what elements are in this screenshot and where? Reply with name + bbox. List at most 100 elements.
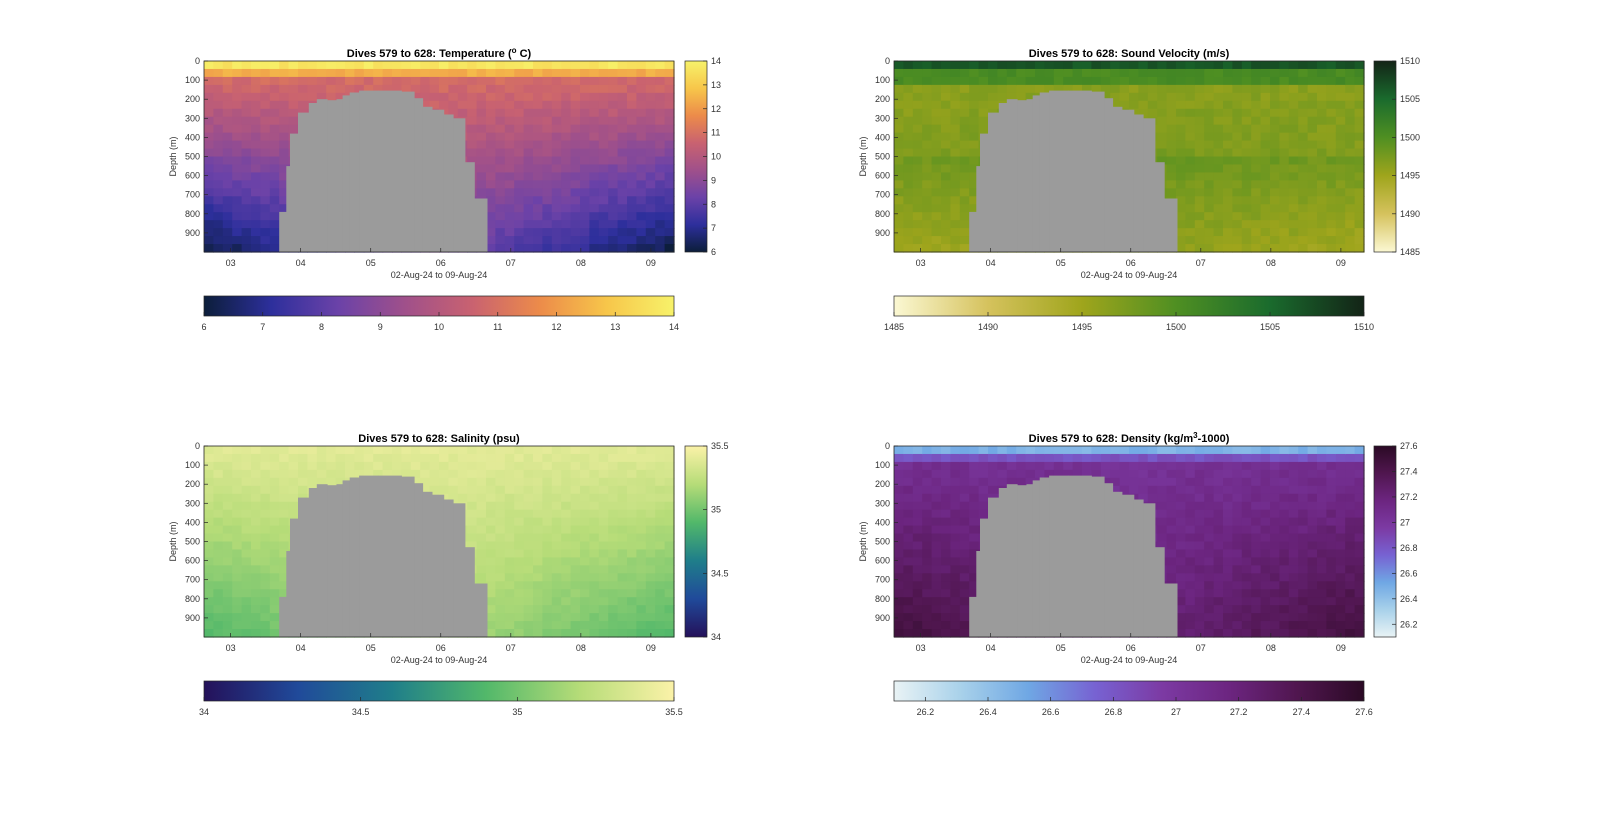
heatmap-cell <box>1157 61 1168 70</box>
heatmap-cell <box>931 164 942 174</box>
heatmap-cell <box>636 509 647 519</box>
heatmap-cell <box>486 469 496 479</box>
heatmap-cell <box>1345 204 1356 213</box>
heatmap-cell <box>903 100 914 110</box>
heatmap-cell <box>1260 180 1271 189</box>
heatmap-cell <box>580 108 590 118</box>
heatmap-cell <box>1204 76 1215 86</box>
heatmap-cell <box>617 108 628 118</box>
sound-velocity-no-data-region <box>969 90 1178 253</box>
heatmap-cell <box>204 509 214 519</box>
heatmap-cell <box>561 501 572 511</box>
heatmap-cell <box>1335 156 1346 166</box>
heatmap-cell <box>912 581 923 590</box>
heatmap-cell <box>504 541 515 551</box>
heatmap-cell <box>213 565 224 574</box>
heatmap-cell <box>941 597 951 606</box>
heatmap-cell <box>1307 180 1318 189</box>
heatmap-cell <box>645 92 656 102</box>
heatmap-cell <box>1251 469 1262 479</box>
heatmap-cell <box>1307 629 1318 638</box>
heatmap-cell <box>1223 124 1233 134</box>
heatmap-cell <box>523 68 534 78</box>
heatmap-cell <box>1241 501 1252 511</box>
heatmap-cell <box>580 501 590 511</box>
heatmap-cell <box>1270 589 1280 598</box>
heatmap-cell <box>1307 573 1318 582</box>
heatmap-cell <box>1298 124 1309 134</box>
heatmap-cell <box>1298 453 1309 463</box>
heatmap-cell <box>950 61 961 70</box>
heatmap-cell <box>1176 605 1186 614</box>
heatmap-cell <box>1232 68 1243 78</box>
heatmap-cell <box>495 589 506 598</box>
heatmap-cell <box>514 461 525 471</box>
heatmap-cell <box>222 148 233 158</box>
heatmap-cell <box>1223 621 1233 630</box>
heatmap-cell <box>222 68 233 78</box>
heatmap-cell <box>1185 244 1196 253</box>
heatmap-cell <box>959 589 970 598</box>
heatmap-cell <box>260 124 271 134</box>
heatmap-cell <box>589 605 600 614</box>
no-data-block <box>286 166 291 252</box>
heatmap-cell <box>551 589 562 598</box>
heatmap-cell <box>467 485 478 495</box>
heatmap-cell <box>894 172 904 181</box>
heatmap-cell <box>636 244 647 253</box>
heatmap-cell <box>213 140 224 150</box>
heatmap-cell <box>476 84 487 94</box>
heatmap-cell <box>213 92 224 102</box>
heatmap-cell <box>561 132 572 142</box>
heatmap-cell <box>213 525 224 535</box>
heatmap-cell <box>288 469 299 479</box>
heatmap-cell <box>533 84 543 94</box>
heatmap-cell <box>551 164 562 174</box>
panel-density: Dives 579 to 628: Density (kg/m3-1000)01… <box>858 431 1418 718</box>
heatmap-cell <box>903 629 914 638</box>
heatmap-cell <box>1241 220 1252 229</box>
heatmap-cell <box>969 589 980 598</box>
heatmap-cell <box>1345 84 1356 94</box>
heatmap-cell <box>232 573 243 582</box>
heatmap-cell <box>542 493 553 503</box>
heatmap-cell <box>1326 517 1337 527</box>
heatmap-cell <box>941 613 951 622</box>
heatmap-cell <box>1317 156 1327 166</box>
heatmap-cell <box>969 148 980 158</box>
heatmap-cell <box>1326 220 1337 229</box>
heatmap-cell <box>504 461 515 471</box>
heatmap-cell <box>1298 613 1309 622</box>
heatmap-cell <box>1166 485 1177 495</box>
heatmap-cell <box>931 108 942 118</box>
heatmap-cell <box>382 84 393 94</box>
no-data-block <box>336 99 344 252</box>
heatmap-cell <box>922 140 933 150</box>
heatmap-cell <box>655 557 666 566</box>
heatmap-cell <box>1298 148 1309 158</box>
heatmap-cell <box>1270 461 1280 471</box>
heatmap-cell <box>279 541 290 551</box>
heatmap-cell <box>1260 76 1271 86</box>
heatmap-cell <box>903 525 914 535</box>
heatmap-cell <box>1241 597 1252 606</box>
heatmap-cell <box>645 124 656 134</box>
heatmap-cell <box>903 148 914 158</box>
heatmap-cell <box>260 509 271 519</box>
heatmap-cell <box>655 140 666 150</box>
heatmap-cell <box>298 68 308 78</box>
heatmap-cell <box>457 477 468 487</box>
heatmap-cell <box>1157 509 1168 519</box>
heatmap-cell <box>232 597 243 606</box>
heatmap-cell <box>636 461 647 471</box>
heatmap-cell <box>580 188 590 197</box>
heatmap-cell <box>1270 164 1280 174</box>
heatmap-cell <box>420 446 431 455</box>
heatmap-cell <box>1194 76 1205 86</box>
heatmap-cell <box>1194 509 1205 519</box>
heatmap-cell <box>1260 477 1271 487</box>
heatmap-cell <box>561 613 572 622</box>
heatmap-cell <box>260 549 271 559</box>
heatmap-cell <box>1185 629 1196 638</box>
heatmap-cell <box>204 244 214 253</box>
